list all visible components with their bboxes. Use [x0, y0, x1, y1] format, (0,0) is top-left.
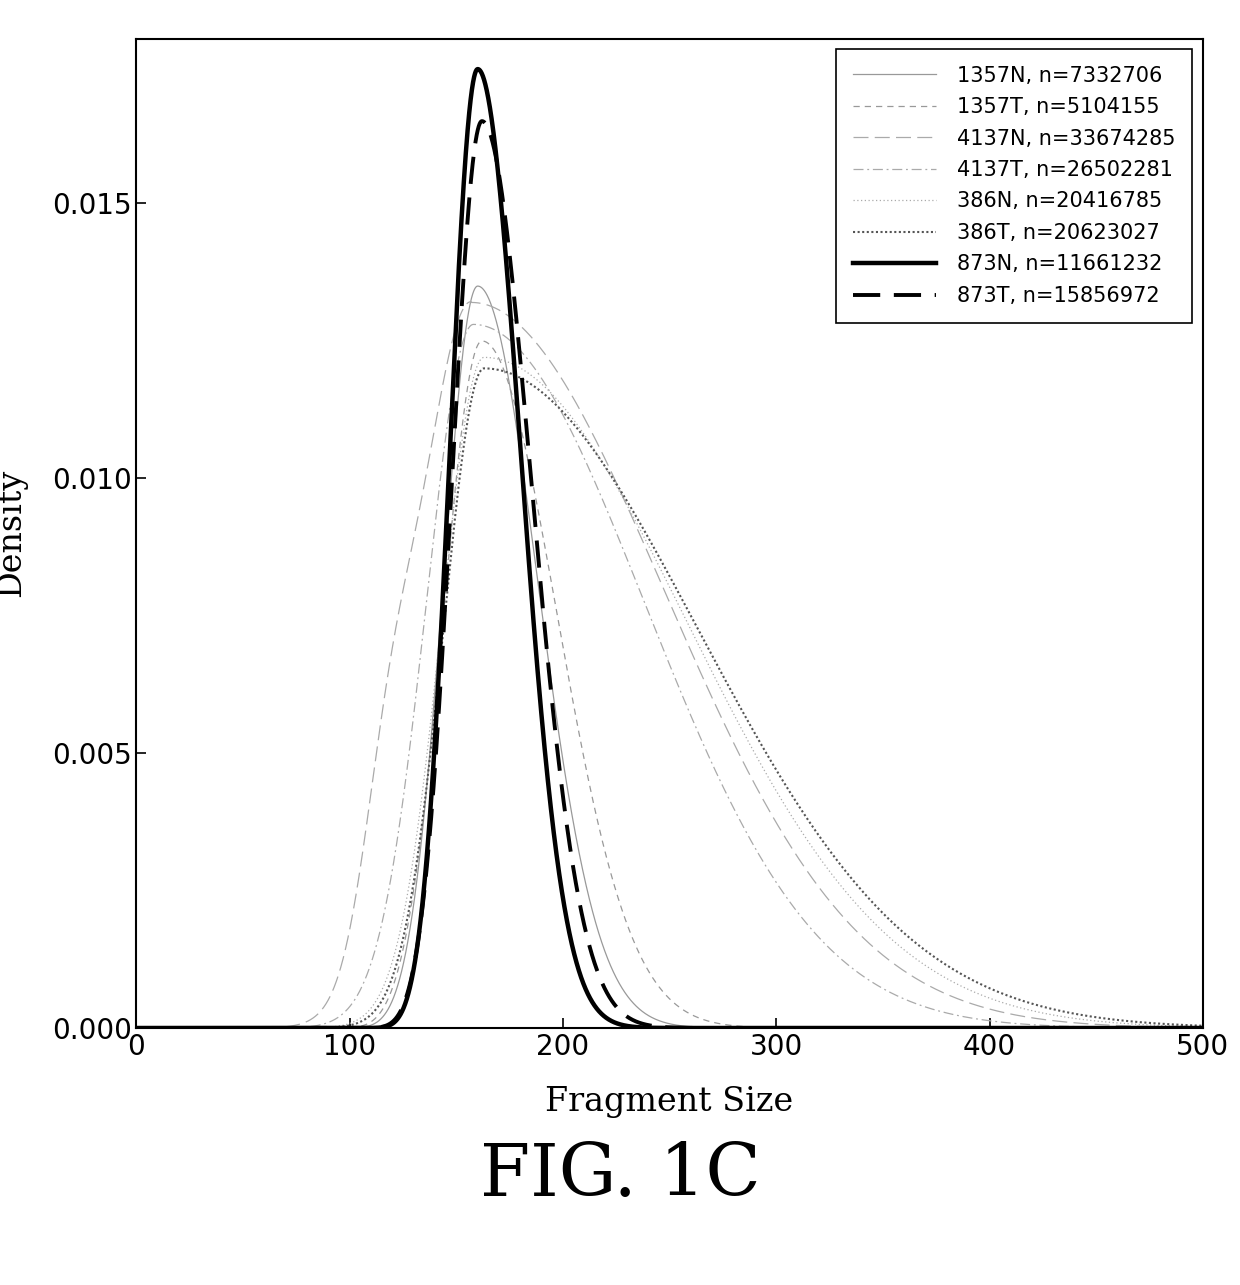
Text: FIG. 1C: FIG. 1C: [480, 1141, 760, 1210]
Legend: 1357N, n=7332706, 1357T, n=5104155, 4137N, n=33674285, 4137T, n=26502281, 386N, : 1357N, n=7332706, 1357T, n=5104155, 4137…: [837, 49, 1193, 323]
X-axis label: Fragment Size: Fragment Size: [546, 1086, 794, 1118]
Y-axis label: Density: Density: [0, 469, 27, 598]
